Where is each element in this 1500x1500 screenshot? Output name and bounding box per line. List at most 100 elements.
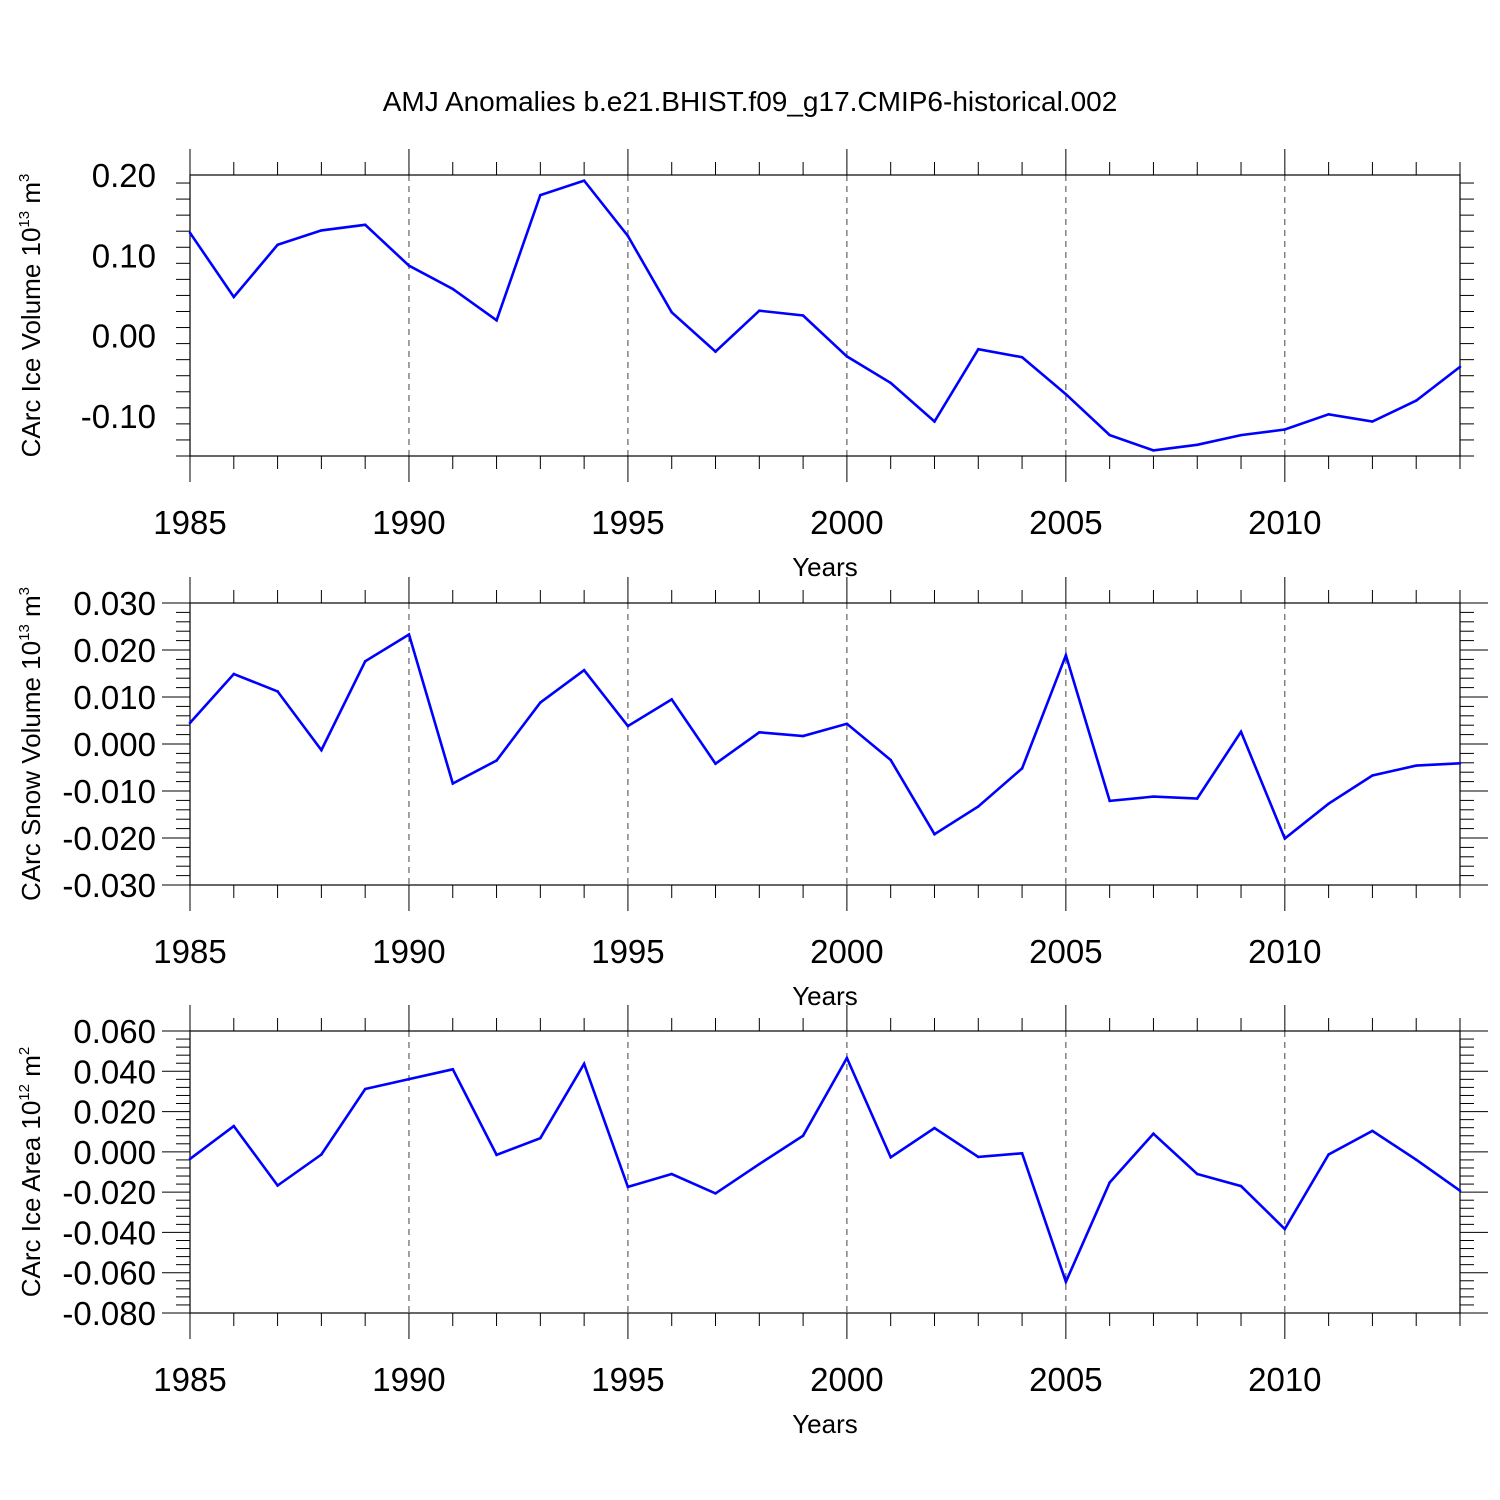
data-point: [1064, 392, 1068, 396]
data-point: [714, 350, 717, 353]
y-tick-label: 0.060: [73, 1013, 156, 1050]
data-point: [582, 668, 586, 672]
data-point: [451, 287, 455, 291]
data-point: [1414, 1158, 1418, 1162]
data-point: [845, 1056, 849, 1060]
data-point: [670, 1172, 674, 1176]
y-axis-title: CArc Ice Area 1012 m2: [16, 1047, 46, 1297]
x-tick-label: 1985: [153, 933, 226, 970]
chart-title: AMJ Anomalies b.e21.BHIST.f09_g17.CMIP6-…: [383, 86, 1118, 117]
data-point: [1239, 730, 1243, 734]
data-point: [1283, 428, 1287, 431]
data-point: [188, 1157, 192, 1161]
data-point: [845, 355, 849, 358]
y-tick-label: 0.00: [92, 318, 156, 355]
data-point: [1458, 761, 1462, 765]
data-point: [1458, 365, 1462, 369]
x-tick-label: 1990: [372, 504, 445, 541]
y-axis-title-superscript: 12: [16, 1084, 33, 1101]
data-point: [276, 1184, 279, 1187]
data-point: [801, 1134, 805, 1138]
data-point: [1064, 1280, 1068, 1284]
y-tick-label: 0.030: [73, 585, 156, 622]
data-point: [1108, 799, 1111, 803]
data-point: [407, 1077, 411, 1081]
x-tick-label: 1985: [153, 504, 226, 541]
data-point: [1414, 399, 1418, 402]
y-tick-label: -0.040: [62, 1214, 156, 1251]
data-point: [1152, 795, 1155, 798]
data-point: [1327, 412, 1330, 416]
x-tick-label: 1995: [591, 933, 664, 970]
data-point: [1108, 1181, 1111, 1184]
series-line: [189, 1055, 1461, 1286]
panel-1: 0.20 0.10 0.00 -0.10 1985 1990 1995 2000 2005 201…: [16, 149, 1474, 582]
x-tick-label: 2000: [810, 933, 883, 970]
data-point: [539, 701, 542, 704]
x-tick-label: 2005: [1029, 1361, 1102, 1398]
x-tick-label: 2000: [810, 504, 883, 541]
y-axis-title-superscript: 2: [16, 1047, 33, 1055]
data-point: [451, 782, 455, 785]
y-axis-title-part: CArc Ice Volume 10: [16, 228, 46, 458]
y-tick-label: -0.020: [62, 1174, 156, 1211]
data-point: [276, 243, 279, 247]
panel-2: 0.030 0.020 0.010 0.000 -0.010 -0.020 -0.030 19…: [16, 577, 1488, 1011]
y-axis-title-part: m: [16, 595, 46, 624]
y-tick-label: 0.020: [73, 632, 156, 669]
data-point: [232, 1124, 236, 1128]
y-axis-title: CArc Ice Volume 1013 m3: [16, 174, 46, 458]
x-tick-label: 2005: [1029, 933, 1102, 970]
data-point: [188, 231, 192, 235]
data-point: [714, 1192, 717, 1195]
x-tick-label: 1985: [153, 1361, 226, 1398]
data-point: [276, 690, 279, 693]
data-point: [1152, 1132, 1155, 1136]
data-point: [976, 805, 980, 808]
x-tick-label: 2010: [1248, 504, 1321, 541]
x-tick-label: 1990: [372, 933, 445, 970]
data-point: [626, 234, 630, 238]
y-axis-title-part: m: [16, 182, 46, 211]
data-point: [758, 730, 761, 734]
data-point: [933, 420, 936, 423]
data-point: [188, 721, 192, 725]
x-axis-title: Years: [792, 1409, 858, 1439]
data-point: [933, 1126, 936, 1130]
y-axis-title-superscript: 3: [16, 174, 33, 182]
data-point: [539, 1136, 542, 1140]
data-point: [714, 762, 717, 766]
data-point: [626, 724, 630, 728]
data-point: [758, 309, 761, 312]
data-point: [1152, 449, 1155, 452]
data-point: [495, 759, 498, 762]
data-point: [232, 295, 236, 299]
x-tick-label: 1995: [591, 504, 664, 541]
x-axis-title: Years: [792, 981, 858, 1011]
y-tick-label: 0.010: [73, 679, 156, 716]
y-tick-label: 0.20: [92, 157, 156, 194]
data-point: [407, 633, 411, 636]
series-line: [188, 179, 1461, 452]
data-point: [320, 1153, 323, 1156]
x-tick-label: 2005: [1029, 504, 1102, 541]
y-axis-title-part: CArc Ice Area 10: [16, 1101, 46, 1298]
y-tick-label: -0.010: [62, 773, 156, 810]
data-point: [1458, 1189, 1462, 1193]
x-tick-label: 2010: [1248, 1361, 1321, 1398]
data-point: [407, 264, 411, 268]
data-point: [845, 722, 849, 726]
data-point: [582, 179, 586, 182]
data-point: [670, 698, 674, 701]
series-line: [189, 632, 1461, 841]
data-point: [1327, 1153, 1330, 1156]
x-tick-label: 1995: [591, 1361, 664, 1398]
data-point: [1371, 1129, 1374, 1133]
data-point: [1195, 1172, 1199, 1176]
data-point: [1108, 433, 1111, 437]
data-point: [889, 1155, 892, 1159]
data-point: [1283, 837, 1287, 840]
data-point: [363, 1087, 367, 1091]
